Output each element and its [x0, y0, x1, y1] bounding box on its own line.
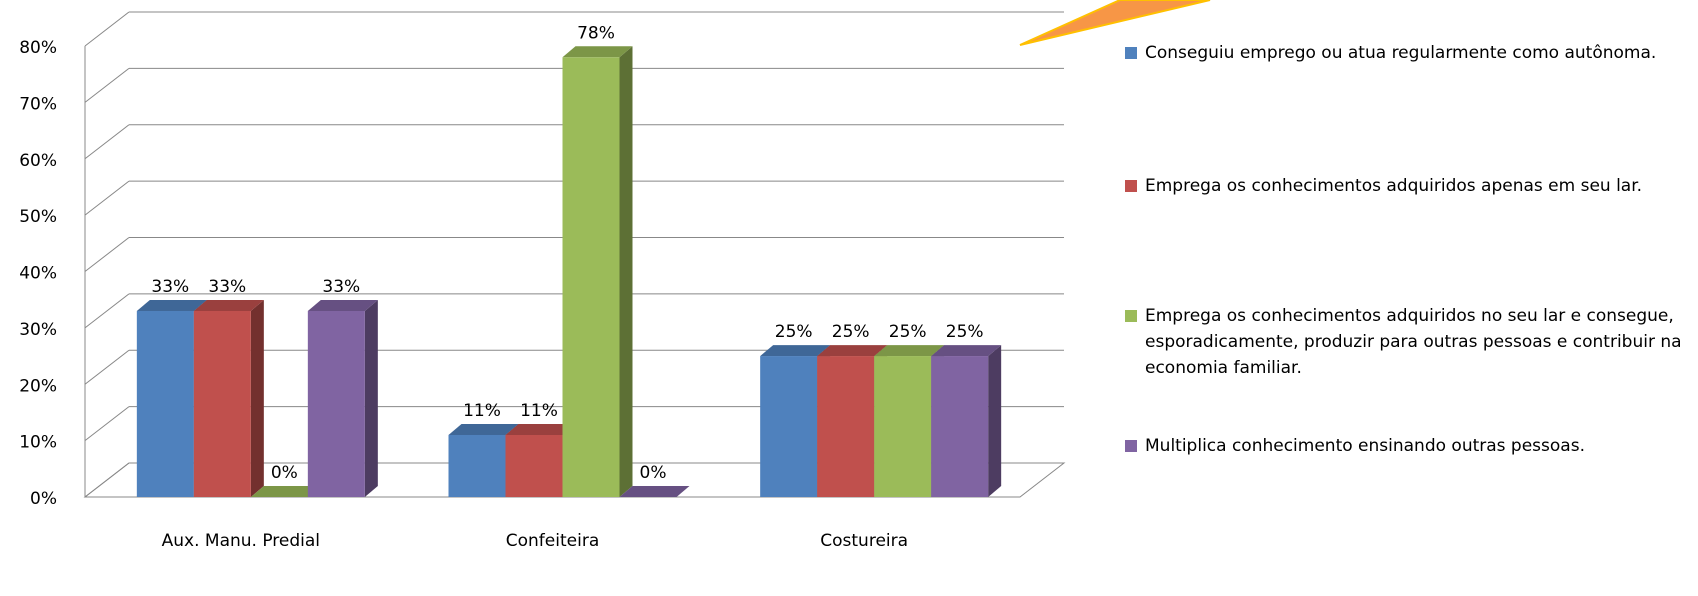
value-label: 33%: [208, 277, 246, 297]
x-tick-label: Aux. Manu. Predial: [162, 531, 320, 551]
value-label: 25%: [889, 322, 927, 342]
value-label: 0%: [640, 463, 667, 483]
y-tick-label: 30%: [19, 320, 57, 340]
legend-swatch: [1125, 310, 1137, 322]
callout-arrow: [1019, 0, 1211, 46]
legend-swatch: [1125, 47, 1137, 59]
bar-top: [307, 299, 378, 311]
legend-item: Emprega os conhecimentos adquiridos no s…: [1125, 303, 1685, 381]
bar: [448, 434, 506, 497]
legend-label: Emprega os conhecimentos adquiridos apen…: [1145, 176, 1643, 196]
grid-line: [84, 67, 130, 103]
grid-line: [84, 180, 130, 216]
bar-side: [988, 345, 1002, 497]
x-tick-label: Confeiteira: [506, 531, 599, 551]
legend-label: Multiplica conhecimento ensinando outras…: [1145, 436, 1585, 456]
value-label: 25%: [832, 322, 870, 342]
x-tick-label: Costureira: [820, 531, 908, 551]
bar-top: [817, 345, 888, 357]
bar: [817, 356, 875, 497]
grid-line: [84, 237, 130, 272]
bar: [136, 310, 194, 497]
bar-side: [364, 299, 378, 497]
bar-top: [250, 486, 321, 497]
grid-line: [84, 349, 130, 385]
legend-item: Multiplica conhecimento ensinando outras…: [1125, 433, 1685, 459]
bar-top: [505, 423, 576, 435]
grid-line: [84, 406, 130, 442]
legend-label: Emprega os conhecimentos adquiridos no s…: [1145, 306, 1682, 378]
value-label: 0%: [271, 463, 298, 483]
bar: [307, 310, 365, 497]
value-label: 11%: [463, 401, 501, 421]
grid-line: [84, 124, 130, 160]
legend-label: Conseguiu emprego ou atua regularmente c…: [1145, 43, 1657, 63]
bar: [760, 356, 818, 497]
grid-line: [84, 293, 130, 329]
bar-side: [619, 46, 633, 498]
bar-top: [760, 345, 831, 357]
grid-line: [84, 462, 130, 498]
bar-top: [619, 486, 690, 497]
y-tick-label: 50%: [19, 207, 57, 227]
value-label: 33%: [151, 277, 189, 297]
legend-item: Emprega os conhecimentos adquiridos apen…: [1125, 173, 1685, 199]
value-label: 11%: [520, 401, 558, 421]
bar-top: [193, 299, 264, 311]
y-tick-label: 60%: [19, 151, 57, 171]
y-tick-label: 0%: [30, 489, 57, 509]
y-tick-label: 80%: [19, 38, 57, 58]
bar-top: [562, 46, 633, 58]
bar-top: [448, 423, 519, 435]
bar: [193, 310, 251, 497]
value-label: 33%: [322, 277, 360, 297]
y-tick-label: 70%: [19, 94, 57, 114]
bar: [505, 434, 563, 497]
y-tick-label: 40%: [19, 264, 57, 284]
bar-top: [874, 345, 945, 357]
grid-line: [84, 11, 130, 47]
bar: [874, 356, 932, 497]
bar: [562, 57, 620, 498]
bar: [931, 356, 989, 497]
y-tick-label: 10%: [19, 433, 57, 453]
bar-side: [250, 299, 264, 497]
legend-swatch: [1125, 440, 1137, 452]
value-label: 25%: [775, 322, 813, 342]
bar-top: [931, 345, 1002, 357]
value-label: 78%: [577, 23, 615, 43]
y-tick-label: 20%: [19, 376, 57, 396]
value-label: 25%: [946, 322, 984, 342]
legend-item: Conseguiu emprego ou atua regularmente c…: [1125, 40, 1685, 66]
bar-top: [136, 299, 207, 311]
legend-swatch: [1125, 180, 1137, 192]
